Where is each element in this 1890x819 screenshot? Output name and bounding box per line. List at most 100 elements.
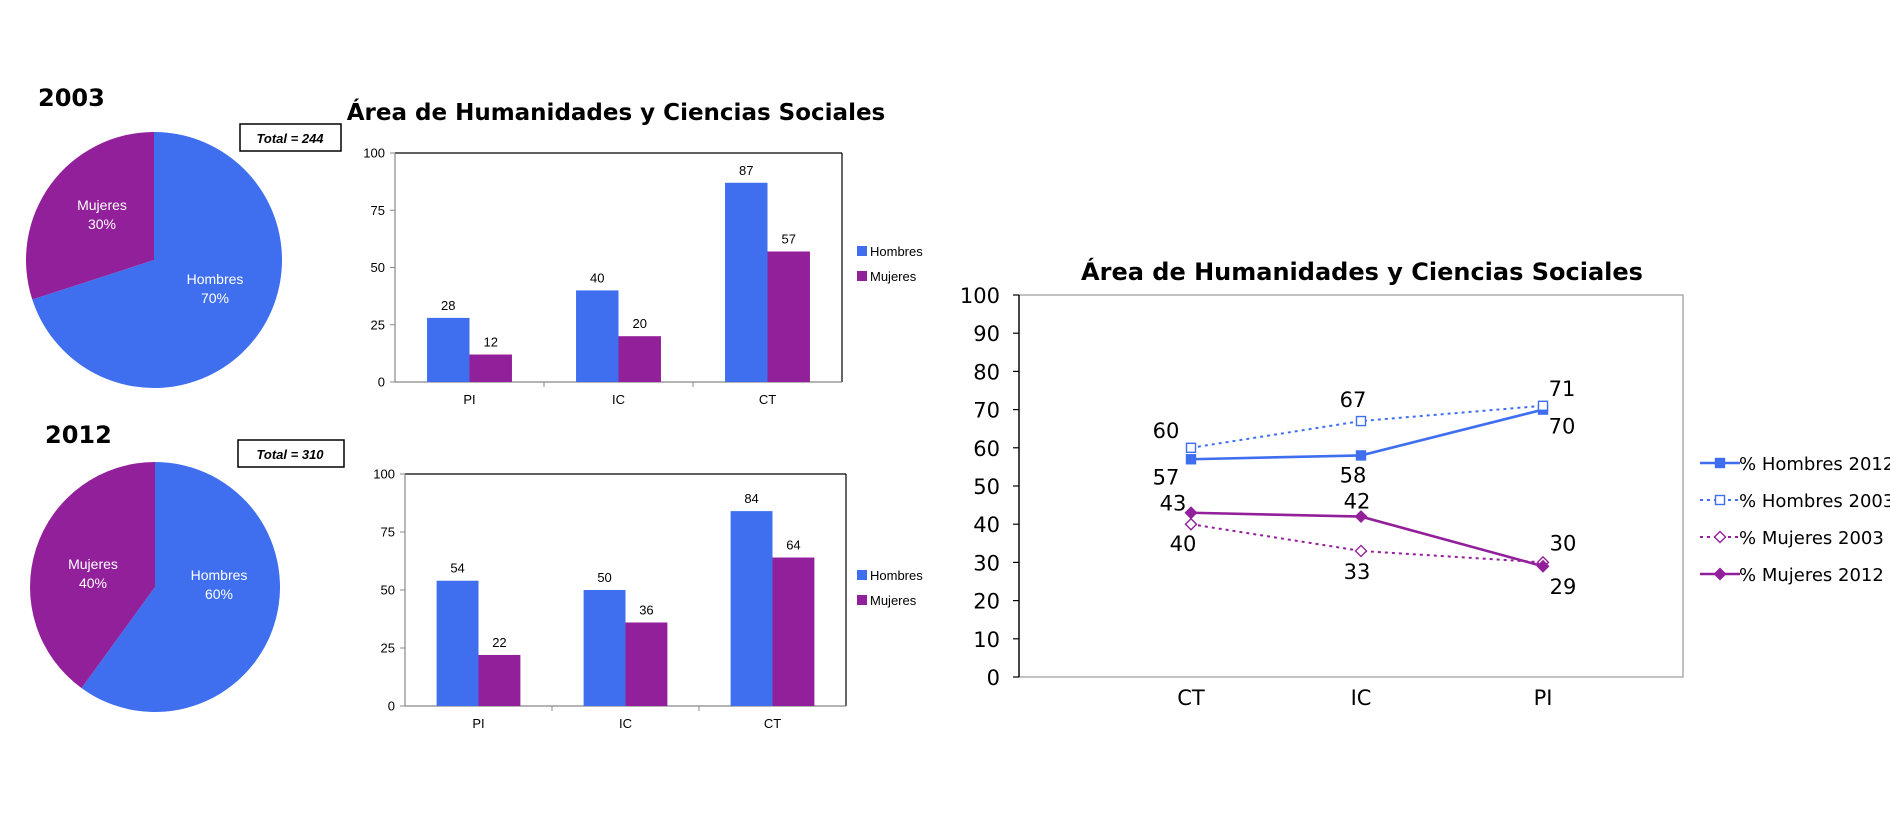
y-tick-label: 90	[973, 322, 1000, 346]
pie-2012-mujeres-pct: 40%	[79, 575, 107, 591]
data-label: 50	[597, 570, 611, 585]
bar-mujeres-ic	[625, 622, 668, 706]
y-tick-label: 50	[381, 583, 395, 598]
y-tick-label: 25	[381, 641, 395, 656]
legend-label-mujeres: Mujeres	[870, 593, 917, 608]
legend-label: % Mujeres 2003	[1739, 528, 1884, 549]
y-tick-label: 50	[973, 475, 1000, 499]
legend-item: % Mujeres 2012	[1700, 565, 1884, 586]
legend-label: % Mujeres 2012	[1739, 565, 1884, 586]
legend-item: % Hombres 2012	[1700, 454, 1890, 475]
line-chart: 0 10 20 30 40 50 60 70 80 90 100 CT IC PI 57 58 70 60 67 71…	[960, 284, 1890, 710]
pie-2003-mujeres-label: Mujeres	[77, 197, 127, 213]
x-tick-label: CT	[759, 392, 776, 407]
pie-2003-hombres-pct: 70%	[201, 290, 229, 306]
bar-hombres-pi	[427, 317, 470, 382]
series-point	[1185, 442, 1197, 453]
data-label: 70	[1549, 415, 1576, 439]
bar-mujeres-pi	[478, 654, 521, 706]
series-line	[1190, 408, 1544, 461]
legend-marker	[1714, 494, 1726, 506]
pie-2003-total-box	[239, 123, 342, 152]
data-label: 22	[492, 635, 506, 650]
y-tick-label: 10	[973, 628, 1000, 652]
legend-marker	[1714, 457, 1726, 469]
data-label: 29	[1550, 575, 1577, 599]
data-label: 40	[1170, 532, 1197, 556]
data-label: 20	[632, 316, 646, 331]
legend-swatch-hombres	[857, 246, 867, 256]
data-label: 43	[1160, 492, 1187, 516]
pie-2012-slice-hombres	[81, 462, 280, 712]
data-label: 28	[441, 298, 455, 313]
bar-mujeres-ct	[772, 557, 815, 706]
y-tick-label: 75	[381, 525, 395, 540]
data-label: 54	[450, 561, 464, 576]
data-label: 84	[744, 491, 758, 506]
y-tick-label: 75	[371, 203, 385, 218]
y-tick-label: 80	[973, 360, 1000, 384]
series-point	[1355, 415, 1367, 427]
y-tick-label: 0	[378, 375, 385, 390]
line-chart-title: Área de Humanidades y Ciencias Sociales	[1081, 257, 1643, 286]
bar-mujeres-pi	[469, 354, 512, 382]
bar-chart-title: Área de Humanidades y Ciencias Sociales	[347, 98, 886, 126]
y-tick-label: 60	[973, 437, 1000, 461]
series-point	[1355, 450, 1367, 461]
bar-chart-2012: 0 25 50 75 100 PI 54 22 IC 50 36 CT 84 64 Hombres Mujer…	[373, 467, 923, 732]
pie-2003-slice-mujeres	[25, 131, 155, 300]
x-tick-label: PI	[1534, 686, 1553, 710]
pie-2003-total: Total = 244	[256, 131, 324, 146]
legend-label: % Hombres 2003	[1739, 491, 1890, 512]
pie-2012-year: 2012	[45, 421, 112, 449]
data-label: 64	[786, 538, 800, 553]
bar-chart-2003: 0 25 50 75 100 PI 28 12 IC 40 20 CT 87 57 Hombres Mujer…	[363, 146, 923, 408]
pie-2012-hombres-pct: 60%	[205, 586, 233, 602]
series-line	[1190, 523, 1544, 564]
pie-2012-total-box	[237, 439, 345, 468]
legend-marker	[1713, 567, 1727, 581]
legend-label: % Hombres 2012	[1739, 454, 1890, 475]
y-tick-label: 0	[987, 666, 1000, 690]
data-label: 60	[1153, 419, 1180, 443]
y-tick-label: 25	[371, 317, 385, 332]
series-point	[1185, 454, 1197, 465]
pie-2003-mujeres-pct: 30%	[88, 216, 116, 232]
y-tick-label: 50	[371, 260, 385, 275]
pie-2003: 2003 Total = 244 Hombres 70% Mujeres 30%	[25, 84, 342, 388]
legend-label-mujeres: Mujeres	[870, 269, 917, 284]
data-label: 57	[781, 231, 795, 246]
legend-label-hombres: Hombres	[870, 244, 923, 259]
data-label: 71	[1549, 377, 1576, 401]
data-label: 42	[1344, 490, 1371, 514]
bar-hombres-ic	[583, 590, 626, 706]
data-label: 12	[483, 335, 497, 350]
x-tick-label: PI	[463, 392, 475, 407]
bar-mujeres-ct	[767, 251, 810, 382]
legend-label-hombres: Hombres	[870, 568, 923, 583]
x-tick-label: CT	[764, 716, 781, 731]
series-point	[1184, 506, 1198, 520]
pie-2003-hombres-label: Hombres	[187, 271, 244, 287]
series-point	[1184, 517, 1198, 531]
y-tick-label: 0	[388, 699, 395, 714]
series-mujeres-2003: 40 33 30	[1170, 517, 1576, 584]
y-tick-label: 100	[363, 146, 385, 161]
y-tick-label: 20	[973, 590, 1000, 614]
series-mujeres-2012: 43 42 29	[1160, 490, 1577, 600]
data-label: 58	[1340, 463, 1367, 487]
series-point	[1536, 559, 1550, 573]
data-label: 40	[590, 270, 604, 285]
bar-hombres-pi	[436, 580, 479, 706]
pie-2012-mujeres-label: Mujeres	[68, 556, 118, 572]
legend-swatch-mujeres	[857, 271, 867, 281]
bar-hombres-ct	[730, 511, 773, 706]
x-tick-label: IC	[612, 392, 625, 407]
x-tick-label: CT	[1177, 686, 1205, 710]
y-tick-label: 100	[960, 284, 1000, 308]
series-hombres-2003: 60 67 71	[1153, 377, 1576, 453]
legend-marker	[1713, 530, 1727, 544]
data-label: 36	[639, 602, 653, 617]
data-label: 87	[739, 163, 753, 178]
